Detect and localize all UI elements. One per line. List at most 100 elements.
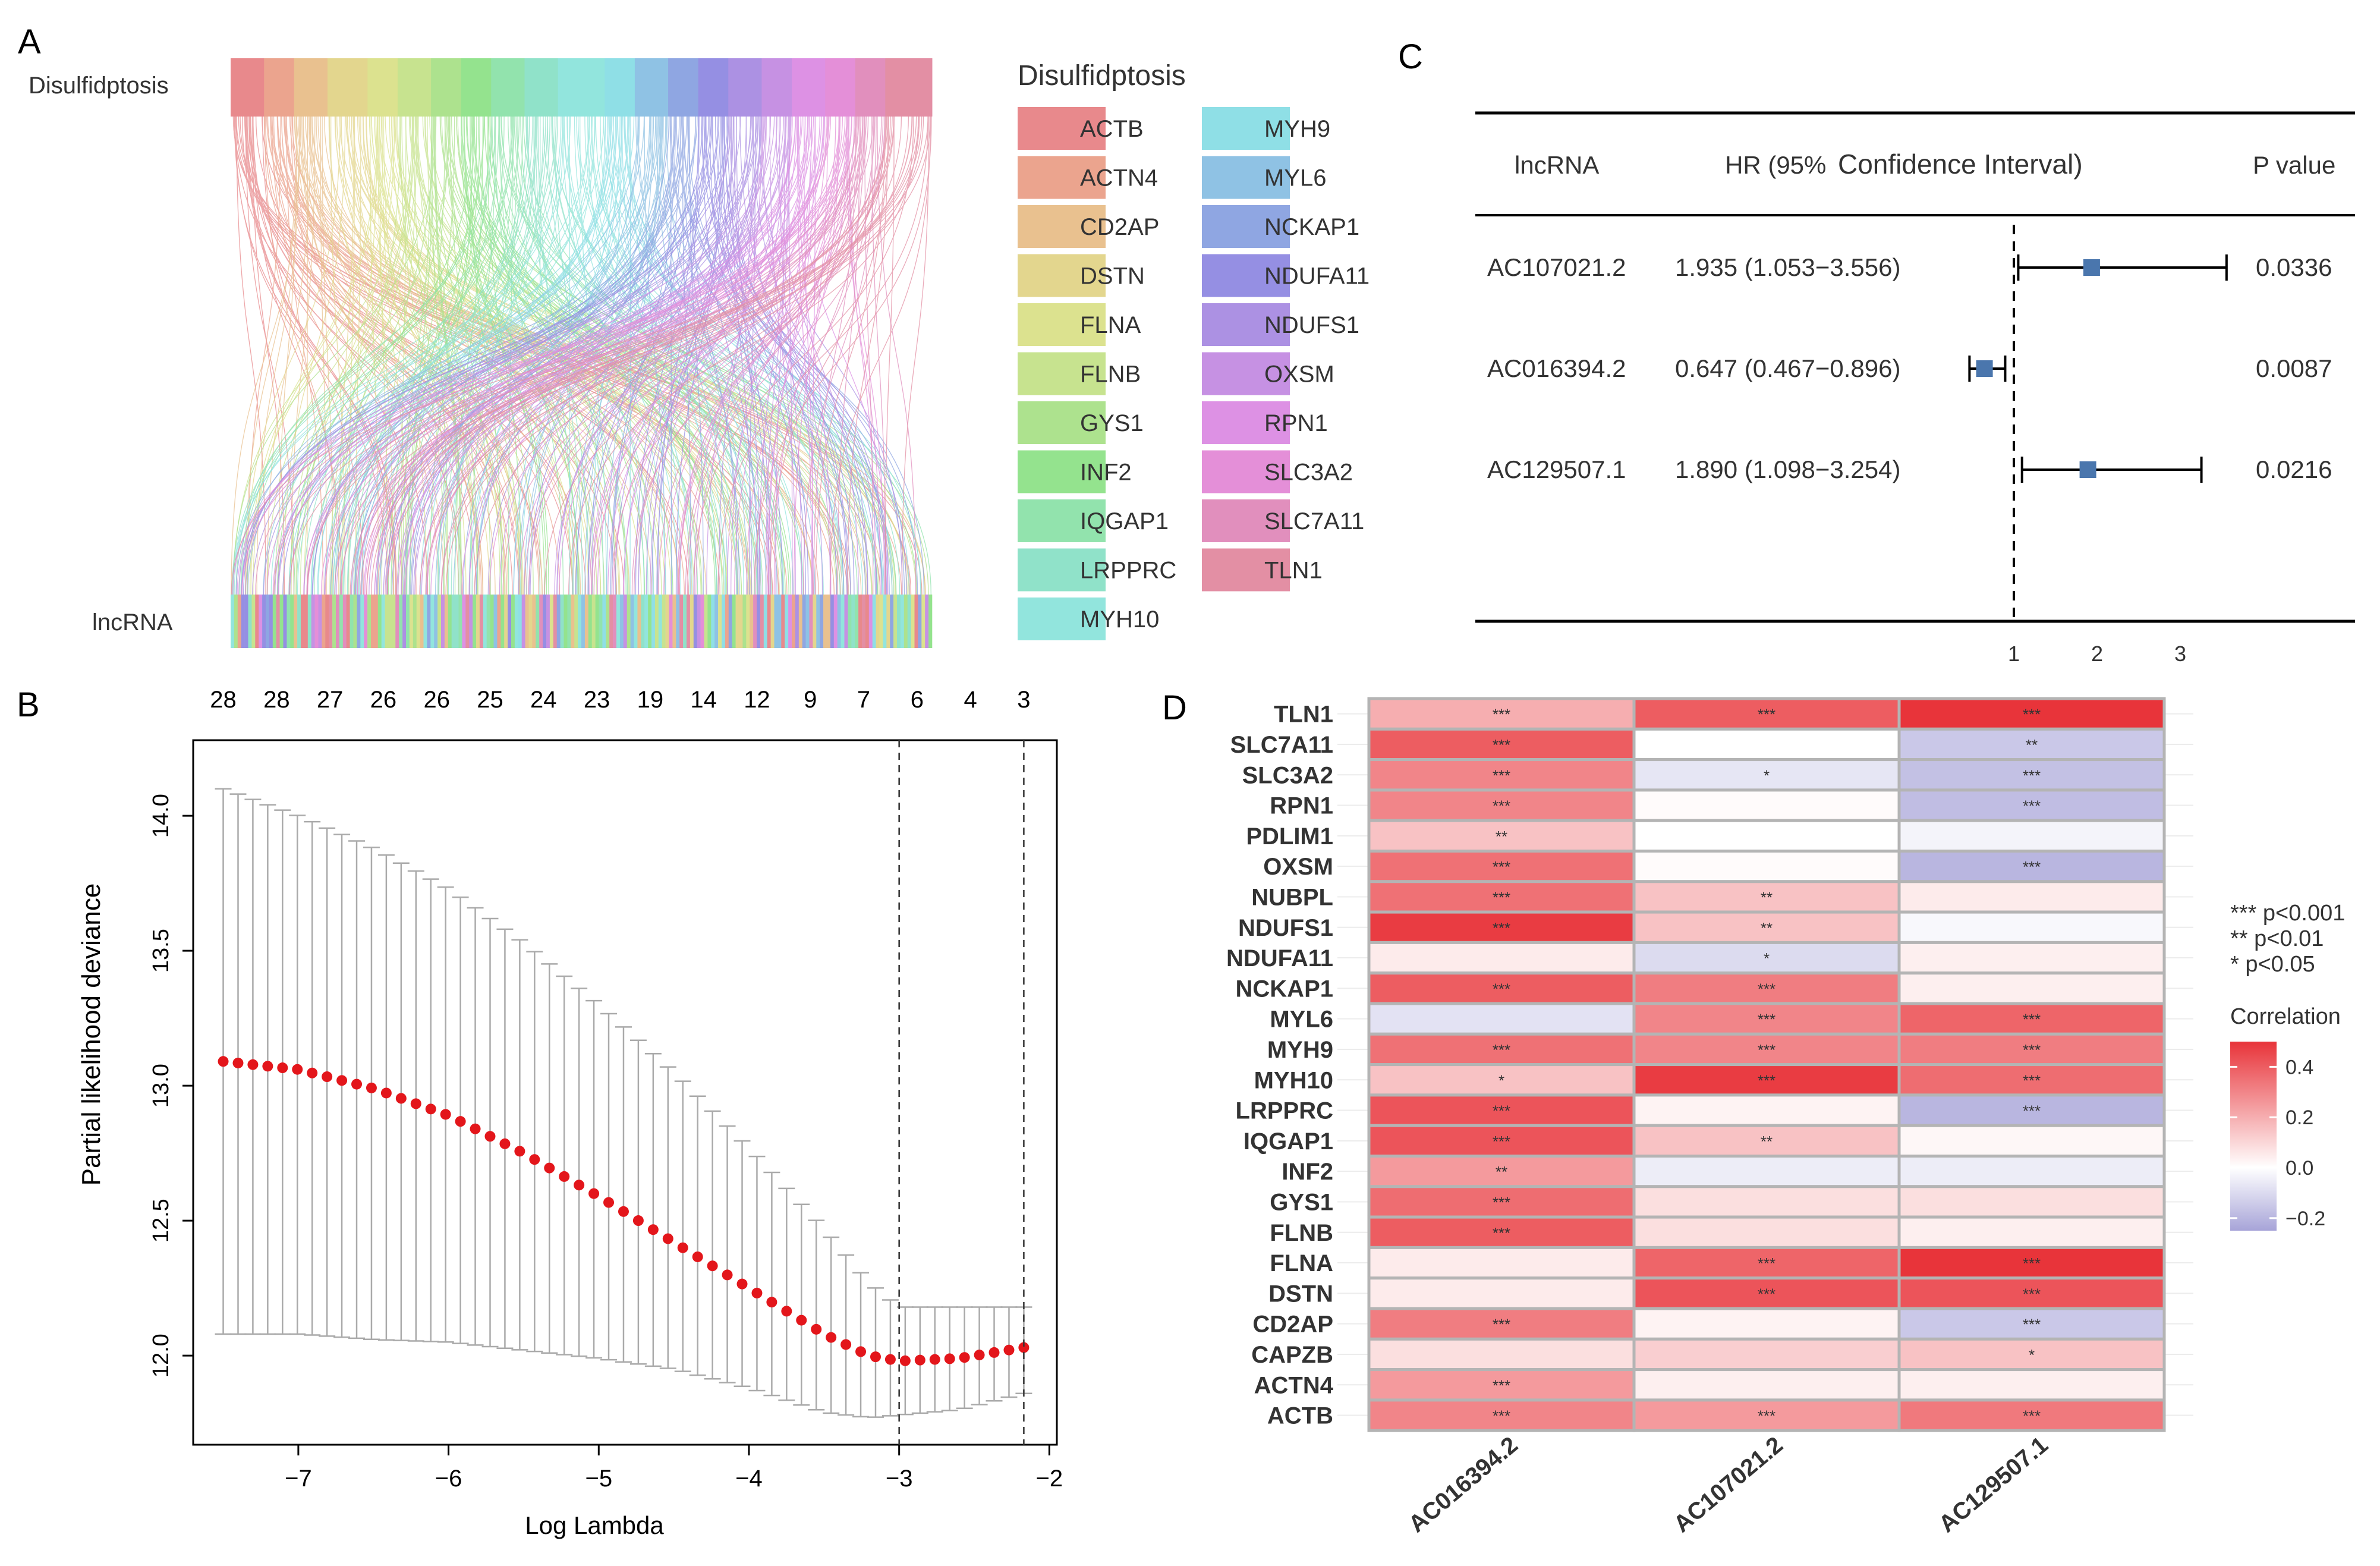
sankey-link [847, 116, 889, 595]
sankey-node-flnb [397, 58, 432, 117]
sankey-link [232, 116, 846, 595]
heatmap-significance: * [2029, 1346, 2035, 1364]
sankey-lncrna-stripe [683, 595, 687, 648]
sankey-lncrna-stripe [753, 595, 757, 648]
sankey-node-nckap1 [668, 58, 699, 117]
sankey-lncrna-stripe [693, 595, 697, 648]
heatmap-column-label: AC129507.1 [1934, 1432, 2052, 1537]
sankey-link [401, 116, 767, 595]
lasso-mean-point [751, 1287, 763, 1298]
sankey-flow-myh10 [232, 116, 921, 595]
sankey-lncrna-stripe [851, 595, 855, 648]
sankey-lncrna-stripe [798, 595, 802, 648]
sankey-link [689, 116, 704, 595]
sankey-lncrna-stripe [665, 595, 669, 648]
sankey-lncrna-stripe [402, 595, 407, 648]
sankey-link [634, 116, 864, 595]
heatmap-cell [1367, 1246, 1636, 1280]
sankey-link [576, 116, 845, 595]
sankey-lncrna-stripe [314, 595, 319, 648]
sankey-lncrna-stripe [900, 595, 905, 648]
legend-item-actb: ACTB [1018, 107, 1144, 150]
sankey-link [435, 116, 462, 595]
sankey-flow-slc3a2 [232, 116, 885, 595]
heatmap-row-cd2ap: CD2AP *** *** [1252, 1307, 2166, 1341]
lasso-mean-point [529, 1154, 540, 1165]
forest-p-value: 0.0336 [2256, 253, 2332, 281]
sankey-lncrna-stripe [879, 595, 883, 648]
heatmap-row-label: CAPZB [1251, 1342, 1333, 1368]
sankey-link [568, 116, 887, 595]
sankey-lncrna-stripe [528, 595, 533, 648]
sankey-lncrna-stripe [332, 595, 336, 648]
legend-item-myl6: MYL6 [1202, 156, 1327, 199]
sankey-link [379, 116, 670, 595]
legend-item-cd2ap: CD2AP [1018, 205, 1159, 248]
lasso-mean-point [884, 1354, 896, 1365]
lasso-mean-point [988, 1347, 1000, 1358]
sankey-link [510, 116, 772, 595]
lasso-mean-point [796, 1315, 807, 1326]
heatmap-significance: *** [1758, 1407, 1775, 1425]
heatmap-cell [1897, 1215, 2166, 1249]
heatmap-significance: *** [2023, 1285, 2041, 1303]
legend-item-dstn: DSTN [1018, 254, 1145, 297]
sankey-node-dstn [327, 58, 368, 117]
lasso-mean-point [544, 1162, 555, 1174]
sankey-lncrna-stripe [423, 595, 427, 648]
heatmap-row-label: RPN1 [1270, 793, 1333, 819]
lasso-mean-point [322, 1071, 333, 1083]
sankey-node-slc7a11 [855, 58, 886, 117]
sankey-node-ndufa11 [698, 58, 729, 117]
forest-header-ci: Confidence Interval) [1838, 149, 2083, 180]
sankey-lncrna-stripe [809, 595, 813, 648]
forest-hr-text: 1.890 (1.098−3.254) [1675, 455, 1900, 483]
sankey-bottom-label: lncRNA [92, 609, 173, 636]
lasso-plot-frame [192, 739, 1058, 1446]
heatmap-row-label: FLNA [1270, 1250, 1333, 1276]
sankey-lncrna-stripe [823, 595, 827, 648]
forest-xtick-label: 2 [2091, 642, 2103, 666]
sankey-lncrna-stripe [883, 595, 887, 648]
lasso-top-count: 7 [857, 687, 870, 713]
sankey-lncrna-stripe [420, 595, 424, 648]
lasso-mean-point [826, 1332, 837, 1343]
lasso-mean-point [722, 1269, 733, 1281]
heatmap-row-slc3a2: SLC3A2 *** * *** [1242, 758, 2166, 792]
sankey-link [769, 116, 889, 595]
sankey-link [768, 116, 865, 595]
forest-lncrna-name: AC129507.1 [1487, 455, 1626, 483]
legend-item-tln1: TLN1 [1202, 548, 1323, 592]
sankey-link [300, 116, 419, 595]
heatmap-cell [1632, 910, 1901, 944]
heatmap-cell [1897, 1185, 2166, 1219]
sankey-link [300, 116, 445, 595]
lasso-mean-point [914, 1354, 925, 1366]
legend-swatch [1018, 598, 1106, 640]
heatmap-cell [1367, 941, 1636, 975]
sankey-flow-tln1 [231, 116, 932, 595]
legend-swatch [1202, 205, 1290, 248]
legend-label: CD2AP [1080, 214, 1159, 240]
sankey-link [289, 116, 741, 595]
sankey-lncrna-stripe [595, 595, 599, 648]
heatmap-significance: *** [2023, 766, 2041, 784]
sankey-lncrna-stripe [599, 595, 603, 648]
heatmap-cell [1632, 1093, 1901, 1127]
lasso-mean-point [484, 1131, 496, 1142]
sankey-lncrna-stripe [707, 595, 712, 648]
sankey-link [277, 116, 484, 595]
heatmap-cell [1897, 1276, 2166, 1310]
lasso-mean-point [870, 1351, 881, 1363]
heatmap-significance: *** [2023, 858, 2041, 876]
legend-swatch [1202, 303, 1290, 346]
sankey-node-rpn1 [792, 58, 826, 117]
heatmap-significance: *** [1758, 1071, 1775, 1089]
sankey-link [397, 116, 477, 595]
legend-label: NDUFA11 [1264, 263, 1370, 290]
sankey-link [246, 116, 492, 595]
sankey-lncrna-stripe [342, 595, 347, 648]
lasso-mean-point [574, 1180, 585, 1191]
sankey-link [656, 116, 725, 595]
sankey-lncrna-stripe [669, 595, 673, 648]
